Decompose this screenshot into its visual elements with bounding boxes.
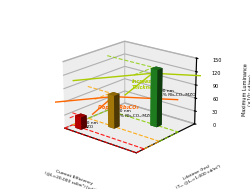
X-axis label: Current Efficiency
(@L=20,000 cd/m²) [cd/A]: Current Efficiency (@L=20,000 cd/m²) [cd… <box>44 166 102 189</box>
Y-axis label: Lifetime (hrs)
(T₅₀ @L₀=1,000 cd/m²): Lifetime (hrs) (T₅₀ @L₀=1,000 cd/m²) <box>173 160 222 189</box>
